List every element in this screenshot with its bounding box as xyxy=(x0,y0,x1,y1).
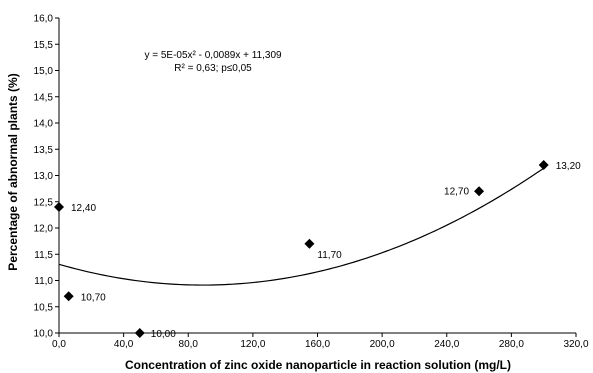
y-axis-ticks: 10,0 10,5 11,0 11,5 12,0 12,5 13,0 13,5 14,0 14,5… xyxy=(34,14,59,340)
x-tick-label: 80,0 xyxy=(179,339,199,350)
data-label: 12,40 xyxy=(71,203,96,214)
y-tick-label: 11,0 xyxy=(34,276,53,287)
trendline xyxy=(58,167,545,286)
y-tick-label: 12,5 xyxy=(34,197,54,208)
y-tick-label: 13,5 xyxy=(34,145,54,156)
data-point-marker xyxy=(474,186,485,197)
trendline-equation: y = 5E-05x² - 0,0089x + 11,309 xyxy=(144,50,282,61)
y-tick-label: 16,0 xyxy=(34,14,54,25)
y-tick-label: 11,5 xyxy=(34,250,53,261)
y-tick-label: 15,0 xyxy=(34,66,54,77)
data-label: 13,20 xyxy=(556,161,581,172)
x-tick-label: 40,0 xyxy=(114,339,134,350)
x-axis-ticks: 0,0 40,0 80,0 120,0 160,0 200,0 240,0 280,0 320,… xyxy=(52,333,589,350)
trendline-stats: R² = 0,63; p≤0,05 xyxy=(174,63,252,74)
data-point-marker xyxy=(63,291,74,302)
x-tick-label: 0,0 xyxy=(52,339,66,350)
x-axis-title: Concentration of zinc oxide nanoparticle… xyxy=(125,358,511,372)
data-point-marker xyxy=(134,328,145,338)
data-points xyxy=(54,160,549,338)
x-tick-label: 320,0 xyxy=(563,339,588,350)
data-label: 12,70 xyxy=(444,186,469,197)
data-labels: 12,40 10,70 10,00 11,70 12,70 13,20 xyxy=(71,161,581,340)
y-tick-label: 10,0 xyxy=(34,329,54,340)
x-tick-label: 280,0 xyxy=(499,339,524,350)
x-tick-label: 160,0 xyxy=(305,339,330,350)
data-point-marker xyxy=(538,160,549,170)
data-point-marker xyxy=(304,238,315,249)
data-label: 11,70 xyxy=(317,250,342,261)
data-label: 10,70 xyxy=(81,292,106,303)
y-tick-label: 10,5 xyxy=(34,302,54,313)
y-tick-label: 15,5 xyxy=(34,40,54,51)
x-tick-label: 120,0 xyxy=(240,339,265,350)
y-tick-label: 14,5 xyxy=(34,92,54,103)
y-tick-label: 12,0 xyxy=(34,224,54,235)
x-tick-label: 240,0 xyxy=(434,339,459,350)
x-tick-label: 200,0 xyxy=(370,339,395,350)
y-axis-title: Percentage of abnormal plants (%) xyxy=(6,73,20,270)
data-label: 10,00 xyxy=(151,329,176,340)
y-tick-label: 14,0 xyxy=(34,119,54,130)
data-point-marker xyxy=(54,202,64,212)
y-tick-label: 13,0 xyxy=(34,171,54,182)
